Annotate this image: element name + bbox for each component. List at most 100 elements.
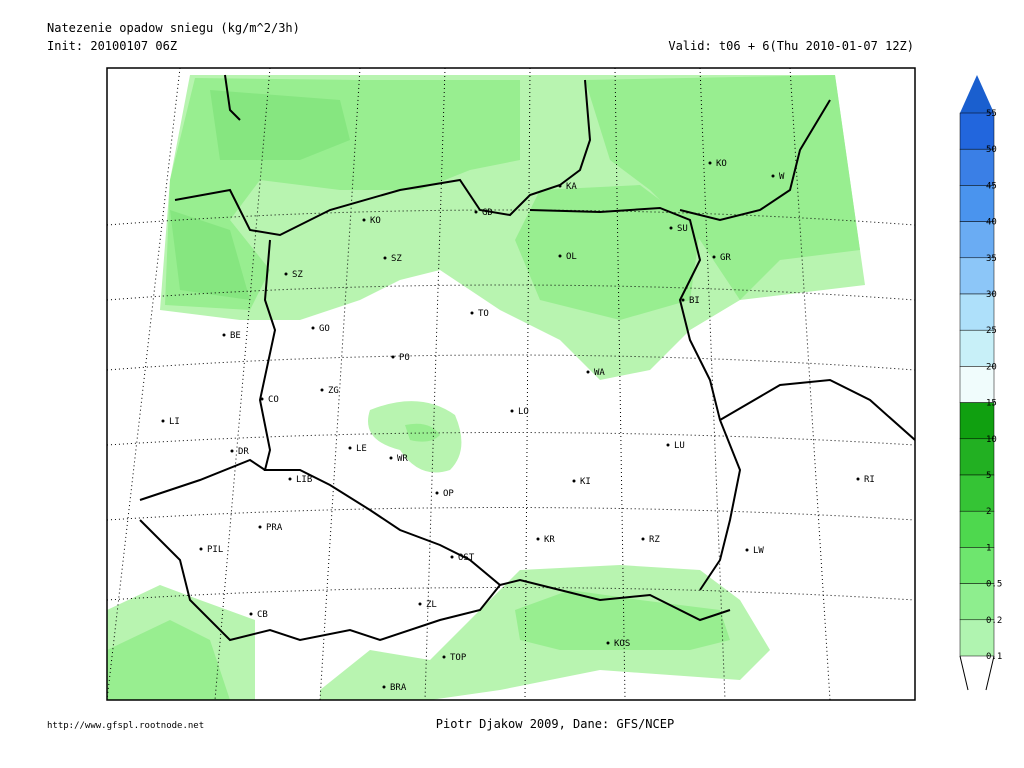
station-label: KI: [580, 477, 591, 487]
station-marker: [284, 272, 288, 276]
station-label: BE: [230, 331, 241, 341]
station-label: OST: [458, 553, 475, 563]
stations: KO W KA GD KO SU OL SZ GR SZ BI TO GO BE PO WA ZG CO LO LI L…: [161, 159, 875, 693]
station-label: SZ: [292, 270, 303, 280]
station-label: TOP: [450, 653, 467, 663]
legend-label: 0.2: [986, 616, 1002, 626]
legend-swatch: [959, 257, 995, 295]
station-label: SZ: [391, 254, 402, 264]
station-label: KA: [566, 182, 577, 192]
station-marker: [391, 355, 395, 359]
station-label: KOS: [614, 639, 630, 649]
station-marker: [288, 477, 292, 481]
valid-time: Valid: t06 + 6(Thu 2010-01-07 12Z): [668, 39, 914, 53]
legend-label: 10: [986, 435, 997, 445]
legend-label: 1: [986, 543, 991, 553]
legend-label: 35: [986, 254, 997, 264]
station-marker: [712, 255, 716, 259]
station-marker: [558, 184, 562, 188]
station-label: LE: [356, 444, 367, 454]
station-marker: [348, 446, 352, 450]
station-marker: [666, 443, 670, 447]
station-marker: [230, 449, 234, 453]
legend-swatch: [959, 185, 995, 222]
station-label: DR: [238, 447, 249, 457]
station-marker: [435, 491, 439, 495]
station-marker: [745, 548, 749, 552]
station-label: WR: [397, 454, 408, 464]
legend-label: 55: [986, 109, 997, 119]
station-marker: [669, 226, 673, 230]
station-label: KO: [716, 159, 727, 169]
station-label: LU: [674, 441, 685, 451]
legend-tail: [959, 655, 995, 691]
legend-label: 5: [986, 471, 991, 481]
station-marker: [161, 419, 165, 423]
legend-label: 40: [986, 218, 997, 228]
station-label: LI: [169, 417, 180, 427]
station-label: GO: [319, 324, 330, 334]
legend-label: 25: [986, 326, 997, 336]
station-label: BI: [689, 296, 700, 306]
station-marker: [258, 525, 262, 529]
legend-swatch: [959, 366, 995, 403]
legend-label: 30: [986, 290, 997, 300]
station-label: CB: [257, 610, 268, 620]
station-label: KO: [370, 216, 381, 226]
legend-arrow: [960, 75, 994, 113]
station-label: GR: [720, 253, 731, 263]
station-label: CO: [268, 395, 279, 405]
station-marker: [708, 161, 712, 165]
station-marker: [641, 537, 645, 541]
station-marker: [536, 537, 540, 541]
station-label: PRA: [266, 523, 283, 533]
station-label: GD: [482, 208, 493, 218]
legend-swatch: [959, 148, 995, 186]
legend-swatch: [959, 619, 995, 657]
station-marker: [771, 174, 775, 178]
station-label: OP: [443, 489, 454, 499]
station-label: SU: [677, 224, 688, 234]
legend-swatch: [959, 583, 995, 621]
legend-swatch: [959, 474, 995, 512]
station-label: LIB: [296, 475, 312, 485]
station-marker: [606, 641, 610, 645]
source-url: http://www.gfspl.rootnode.net: [47, 721, 204, 731]
legend-swatch: [959, 221, 995, 259]
title: Natezenie opadow sniegu (kg/m^2/3h): [47, 21, 300, 35]
station-marker: [681, 298, 685, 302]
station-marker: [311, 326, 315, 330]
station-label: OL: [566, 252, 577, 262]
station-marker: [572, 479, 576, 483]
legend-swatch: [959, 510, 995, 548]
station-label: WA: [594, 368, 605, 378]
station-label: ZG: [328, 386, 339, 396]
station-marker: [249, 612, 253, 616]
station-label: TO: [478, 309, 489, 319]
station-label: LW: [753, 546, 764, 556]
legend-swatch: [959, 293, 995, 331]
station-label: KR: [544, 535, 555, 545]
station-label: RZ: [649, 535, 660, 545]
legend-label: 20: [986, 362, 997, 372]
station-marker: [320, 388, 324, 392]
station-label: PO: [399, 353, 410, 363]
station-marker: [856, 477, 860, 481]
station-label: BRA: [390, 683, 407, 693]
map: [106, 67, 916, 701]
station-marker: [474, 210, 478, 214]
station-marker: [260, 397, 264, 401]
legend-label: 45: [986, 181, 997, 191]
station-label: RI: [864, 475, 875, 485]
station-marker: [470, 311, 474, 315]
legend-swatch: [959, 402, 995, 440]
init-time: Init: 20100107 06Z: [47, 39, 177, 53]
station-label: LO: [518, 407, 529, 417]
station-marker: [382, 685, 386, 689]
legend-label: 50: [986, 145, 997, 155]
station-marker: [558, 254, 562, 258]
station-marker: [450, 555, 454, 559]
legend-swatch: [959, 547, 995, 584]
station-marker: [362, 218, 366, 222]
